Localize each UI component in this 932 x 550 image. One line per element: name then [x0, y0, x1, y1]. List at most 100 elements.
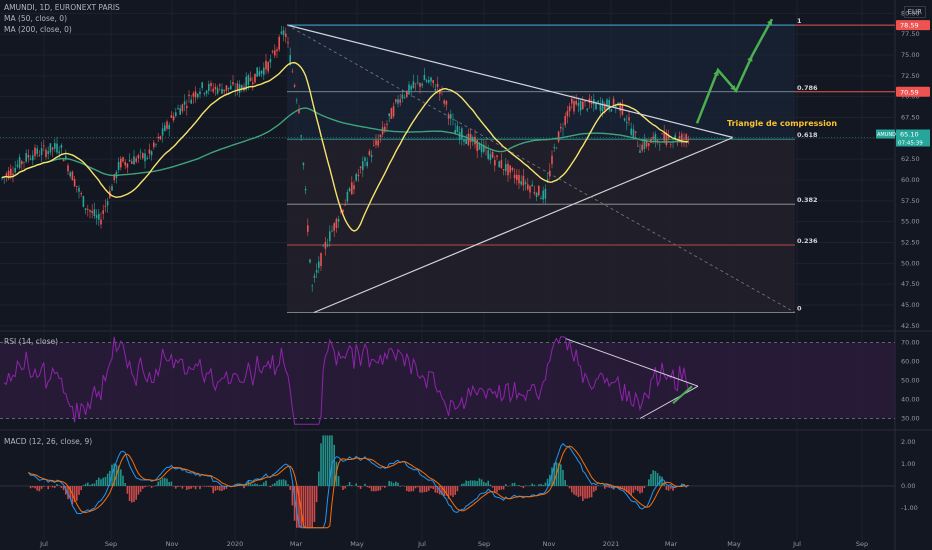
- candle-body: [181, 104, 184, 112]
- x-tick-label: Jul: [792, 540, 801, 548]
- candle-body: [153, 142, 155, 148]
- candle-body: [21, 161, 23, 165]
- macd-histogram-bar: [445, 486, 448, 496]
- candle-body: [683, 139, 685, 140]
- macd-histogram-bar: [177, 486, 179, 487]
- candle-body: [56, 143, 58, 153]
- y-tick-label: 67.50: [901, 114, 920, 122]
- macd-histogram-bar: [32, 486, 34, 488]
- candle-body: [192, 93, 195, 97]
- candle-body: [643, 139, 646, 149]
- macd-histogram-bar: [337, 476, 340, 486]
- candle-body: [351, 182, 353, 195]
- fib-level-label: 0.236: [797, 237, 818, 245]
- macd-histogram-bar: [225, 486, 228, 489]
- candle-body: [131, 161, 133, 164]
- currency-button[interactable]: EUR: [903, 6, 926, 18]
- macd-histogram-bar: [188, 486, 190, 490]
- macd-histogram-bar: [34, 486, 36, 489]
- candle-body: [1, 177, 3, 179]
- candle-body: [403, 96, 406, 98]
- x-tick-label: May: [727, 540, 741, 548]
- rsi-tick-label: 70.00: [901, 339, 920, 347]
- candle-body: [520, 181, 522, 185]
- rsi-arrow: [672, 385, 693, 405]
- candle-body: [307, 225, 309, 232]
- macd-histogram-bar: [381, 486, 384, 487]
- candle-body: [366, 161, 368, 167]
- candle-body: [54, 143, 56, 149]
- macd-histogram-bar: [373, 486, 375, 492]
- candle-body: [293, 85, 296, 87]
- macd-histogram-bar: [166, 478, 168, 486]
- candle-body: [190, 99, 192, 104]
- ma200-legend: MA (200, close, 0): [4, 25, 72, 34]
- candle-body: [102, 210, 104, 214]
- candle-body: [320, 253, 322, 267]
- macd-histogram-bar: [133, 486, 135, 502]
- ticker-tag-bg: [876, 129, 895, 139]
- x-tick-label: Sep: [105, 540, 117, 548]
- candle-body: [571, 98, 573, 104]
- candle-body: [126, 163, 129, 168]
- candle-body: [157, 136, 159, 139]
- candle-body: [263, 67, 265, 75]
- macd-histogram-bar: [252, 484, 254, 486]
- candle-body: [546, 179, 549, 181]
- candle-body: [304, 188, 307, 191]
- candle-body: [595, 103, 597, 110]
- macd-histogram-bar: [652, 470, 654, 486]
- candle-body: [302, 162, 305, 166]
- macd-histogram-bar: [175, 486, 177, 489]
- candle-body: [386, 123, 388, 125]
- macd-histogram-bar: [604, 486, 606, 489]
- macd-histogram-bar: [529, 485, 531, 486]
- macd-histogram-bar: [410, 486, 412, 492]
- macd-histogram-bar: [377, 486, 379, 491]
- macd-histogram-bar: [274, 483, 276, 486]
- macd-histogram-bar: [82, 485, 85, 486]
- candle-body: [62, 159, 65, 162]
- macd-histogram-bar: [432, 486, 434, 490]
- candle-body: [23, 161, 25, 163]
- ma50-line: [1, 61, 689, 232]
- fib-level-label: 0.382: [797, 196, 818, 204]
- candle-body: [538, 185, 540, 196]
- candle-body: [120, 158, 122, 168]
- macd-histogram-bar: [384, 486, 386, 488]
- candle-body: [40, 148, 43, 155]
- candle-body: [535, 192, 538, 198]
- candle-body: [247, 75, 250, 85]
- macd-histogram-bar: [122, 475, 124, 486]
- candle-body: [326, 244, 329, 247]
- current-price-tag: 65.10: [900, 131, 919, 139]
- macd-histogram-bar: [399, 486, 401, 487]
- candle-body: [487, 150, 489, 159]
- candle-body: [408, 84, 410, 94]
- candle-body: [562, 128, 564, 130]
- y-tick-label: 42.50: [901, 322, 920, 330]
- candle-body: [599, 103, 602, 111]
- macd-histogram-bar: [452, 486, 454, 497]
- macd-histogram-bar: [518, 485, 520, 486]
- candle-body: [60, 145, 63, 148]
- candle-body: [531, 184, 533, 187]
- macd-histogram-bar: [324, 435, 327, 486]
- macd-histogram-bar: [164, 477, 166, 486]
- macd-histogram-bar: [78, 486, 80, 495]
- macd-histogram-bar: [472, 480, 474, 486]
- macd-histogram-bar: [58, 485, 60, 486]
- candle-body: [423, 75, 426, 81]
- rsi-band: [0, 342, 895, 419]
- candle-body: [122, 157, 124, 162]
- macd-histogram-bar: [546, 478, 549, 486]
- ma50-legend: MA (50, close, 0): [4, 14, 68, 23]
- macd-histogram-bar: [357, 486, 360, 488]
- candle-body: [203, 93, 206, 94]
- candle-body: [353, 185, 355, 190]
- macd-histogram-bar: [205, 486, 208, 487]
- x-tick-label: 2020: [227, 540, 244, 548]
- macd-histogram-bar: [322, 435, 324, 486]
- candle-body: [430, 77, 432, 82]
